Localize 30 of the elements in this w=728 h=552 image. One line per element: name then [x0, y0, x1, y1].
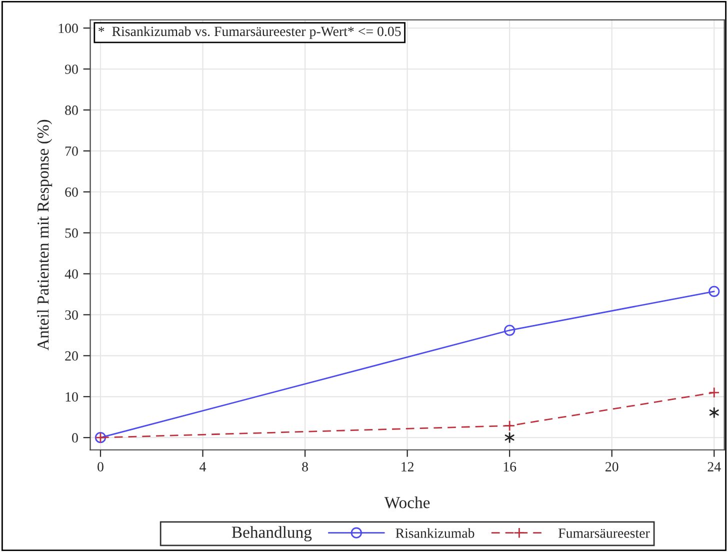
point — [709, 407, 719, 418]
point — [504, 324, 516, 336]
y-tick-label: 90 — [65, 64, 78, 74]
legend-title: Behandlung — [232, 526, 312, 542]
x-tick-label: 20 — [606, 462, 618, 472]
legend-label: Fumarsäureester — [558, 528, 650, 538]
y-tick-label: 40 — [64, 269, 78, 279]
point — [708, 386, 720, 398]
x-tick-label: 12 — [402, 462, 414, 472]
y-tick-label: 50 — [65, 228, 78, 238]
y-tick-label: 100 — [58, 24, 78, 34]
x-tick-label: 24 — [708, 462, 721, 472]
point — [708, 286, 720, 297]
y-tick-label: 30 — [65, 310, 78, 320]
y-tick-label: 70 — [65, 146, 78, 156]
y-tick-label: 20 — [65, 351, 78, 361]
annotation: * Risankizumab vs. Fumarsäureester p-Wert* <= 0.05 — [98, 26, 401, 39]
y-tick-label: 10 — [66, 392, 78, 402]
x-axis-title: Woche — [384, 496, 430, 508]
legend-label: Risankizumab — [396, 528, 474, 538]
point — [504, 420, 516, 432]
y-axis-title: Anteil Patienten mit Response (%) — [36, 120, 52, 350]
x-tick-label: 4 — [200, 462, 206, 472]
x-tick-label: 0 — [98, 462, 104, 472]
y-tick-label: 80 — [65, 106, 78, 115]
y-tick-label: 60 — [65, 187, 78, 197]
x-tick-label: 8 — [302, 462, 308, 472]
point — [504, 432, 514, 443]
y-tick-label: 0 — [72, 433, 78, 443]
x-tick-label: 16 — [504, 462, 516, 472]
